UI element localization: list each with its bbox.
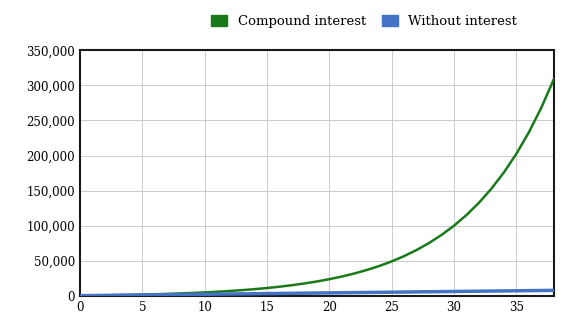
Legend: Compound interest, Without interest: Compound interest, Without interest <box>211 15 517 28</box>
